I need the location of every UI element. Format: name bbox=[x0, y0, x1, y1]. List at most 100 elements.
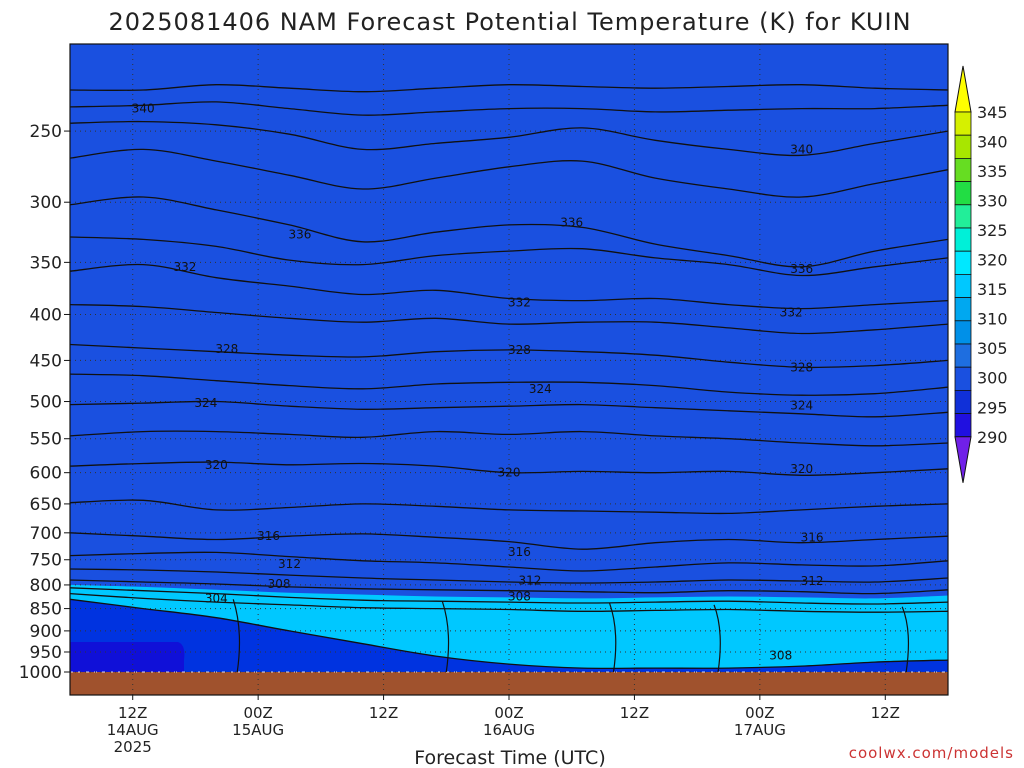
contour-label-324: 324 bbox=[194, 396, 217, 410]
contour-label-316: 316 bbox=[801, 530, 824, 544]
colorbar-label-305: 305 bbox=[977, 339, 1008, 358]
contour-314 bbox=[70, 551, 948, 572]
contour-near-surface bbox=[713, 604, 721, 673]
contour-336 bbox=[70, 196, 948, 268]
y-tick-label-400: 400 bbox=[30, 305, 62, 325]
colorbar-segment bbox=[954, 343, 972, 368]
x-tick-label-54: 12Z bbox=[620, 704, 649, 722]
colorbar-label-340: 340 bbox=[977, 133, 1008, 152]
colorbar-label-290: 290 bbox=[977, 428, 1008, 447]
x-axis-label: Forecast Time (UTC) bbox=[414, 747, 605, 768]
contour-label-332: 332 bbox=[174, 260, 197, 274]
colorbar-label-345: 345 bbox=[977, 103, 1008, 122]
contour-near-surface bbox=[441, 600, 450, 673]
x-tick-label-6: 14AUG bbox=[107, 721, 159, 739]
colorbar-label-300: 300 bbox=[977, 369, 1008, 388]
colorbar-label-320: 320 bbox=[977, 251, 1008, 270]
contour-label-304: 304 bbox=[205, 591, 228, 605]
colorbar-segment bbox=[954, 413, 972, 438]
y-tick-label-800: 800 bbox=[30, 576, 62, 596]
y-axis: 2503003504004505005506006507007508008509… bbox=[19, 122, 70, 683]
colorbar-segment bbox=[954, 204, 972, 229]
contour-label-320: 320 bbox=[498, 466, 521, 480]
contour-label-324: 324 bbox=[790, 398, 813, 412]
credit-text: coolwx.com/models bbox=[849, 744, 1014, 762]
y-tick-label-950: 950 bbox=[30, 643, 62, 663]
colorbar-label-330: 330 bbox=[977, 192, 1008, 211]
contour-312 bbox=[70, 568, 948, 584]
colorbar: 345 340 335 330 325 320 315 310 305 300 295 290 bbox=[954, 65, 1008, 483]
contour-label-312: 312 bbox=[801, 574, 824, 588]
colorbar-segment bbox=[954, 134, 972, 159]
contour-label-316: 316 bbox=[508, 545, 531, 559]
x-tick-label-66: 17AUG bbox=[734, 721, 786, 739]
x-tick-label-6: 12Z bbox=[118, 704, 147, 722]
cold-pocket-fill bbox=[70, 642, 185, 672]
y-tick-label-1000: 1000 bbox=[19, 663, 62, 683]
y-tick-label-450: 450 bbox=[30, 351, 62, 371]
contour-label-320: 320 bbox=[790, 462, 813, 476]
y-tick-label-650: 650 bbox=[30, 495, 62, 515]
contour-318 bbox=[70, 499, 948, 515]
contour-316 bbox=[70, 532, 948, 550]
contour-320 bbox=[70, 461, 948, 476]
contour-324 bbox=[70, 400, 948, 418]
y-tick-label-900: 900 bbox=[30, 622, 62, 642]
colorbar-label-335: 335 bbox=[977, 162, 1008, 181]
contour-label-336: 336 bbox=[790, 262, 813, 276]
plot-area: 340 340 336 336 336 332 332 332 328 328 328 324 324 3… bbox=[70, 44, 948, 695]
x-tick-label-6: 2025 bbox=[114, 738, 152, 756]
contour-label-320: 320 bbox=[205, 458, 228, 472]
contour-label-312: 312 bbox=[518, 574, 541, 588]
contour-330 bbox=[70, 303, 948, 335]
contour-342 bbox=[70, 101, 948, 116]
chart-title: 2025081406 NAM Forecast Potential Temper… bbox=[108, 8, 911, 36]
contour-label-332: 332 bbox=[508, 296, 531, 310]
colorbar-label-295: 295 bbox=[977, 398, 1008, 417]
grid-lines bbox=[70, 44, 948, 695]
contour-label-328: 328 bbox=[215, 342, 238, 356]
contour-308 bbox=[70, 587, 948, 605]
colorbar-segment bbox=[954, 181, 972, 206]
contour-334 bbox=[70, 236, 948, 277]
y-tick-label-750: 750 bbox=[30, 551, 62, 571]
y-tick-label-250: 250 bbox=[30, 122, 62, 142]
x-tick-label-30: 12Z bbox=[369, 704, 398, 722]
surface-ground bbox=[70, 672, 948, 695]
colorbar-segment bbox=[954, 297, 972, 322]
colorbar-segment bbox=[954, 227, 972, 252]
x-tick-label-78: 12Z bbox=[871, 704, 900, 722]
surface-strip bbox=[70, 671, 948, 695]
contour-344 bbox=[70, 84, 948, 93]
y-tick-label-300: 300 bbox=[30, 193, 62, 213]
contour-label-308: 308 bbox=[508, 589, 531, 603]
contour-332 bbox=[70, 263, 948, 310]
contour-label-324: 324 bbox=[529, 382, 552, 396]
colorbar-label-315: 315 bbox=[977, 280, 1008, 299]
contour-326 bbox=[70, 373, 948, 396]
contour-306 bbox=[70, 592, 948, 613]
contour-label-308: 308 bbox=[268, 577, 291, 591]
contour-322 bbox=[70, 430, 948, 447]
contour-lines bbox=[70, 84, 948, 673]
colorbar-segment bbox=[954, 157, 972, 182]
contour-328 bbox=[70, 343, 948, 369]
x-tick-label-18: 00Z bbox=[243, 704, 272, 722]
colorbar-segment bbox=[954, 273, 972, 298]
y-tick-label-550: 550 bbox=[30, 430, 62, 450]
contour-304 bbox=[70, 598, 948, 670]
contour-label-340: 340 bbox=[790, 142, 813, 156]
y-tick-label-600: 600 bbox=[30, 464, 62, 484]
x-tick-label-42: 16AUG bbox=[483, 721, 535, 739]
contour-near-surface bbox=[901, 606, 910, 673]
contour-label-332: 332 bbox=[780, 306, 803, 320]
colorbar-segment bbox=[954, 320, 972, 345]
x-tick-label-42: 00Z bbox=[494, 704, 523, 722]
contour-label-328: 328 bbox=[508, 343, 531, 357]
contour-near-surface bbox=[608, 602, 617, 673]
contour-near-surface bbox=[232, 599, 241, 673]
contour-label-336: 336 bbox=[288, 228, 311, 242]
contour-label-312: 312 bbox=[278, 557, 301, 571]
